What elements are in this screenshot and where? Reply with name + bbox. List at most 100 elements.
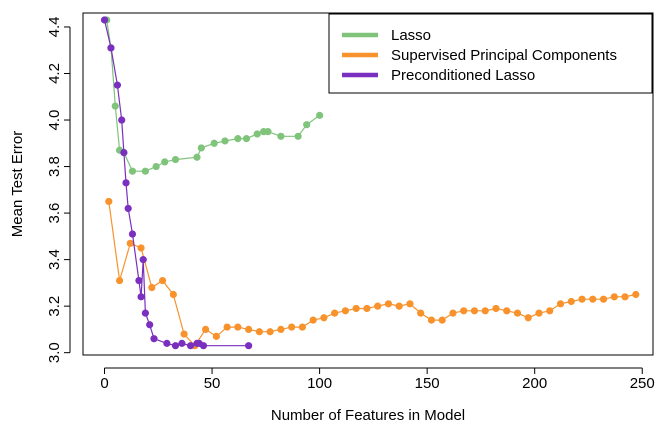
data-point bbox=[266, 328, 274, 336]
y-tick-label: 4.2 bbox=[46, 63, 63, 84]
data-point bbox=[171, 342, 180, 350]
data-point bbox=[406, 300, 414, 308]
data-point bbox=[438, 316, 446, 324]
y-axis-title: Mean Test Error bbox=[9, 131, 26, 237]
data-point bbox=[632, 290, 640, 299]
data-point bbox=[535, 309, 543, 317]
data-point bbox=[202, 325, 210, 334]
data-point bbox=[221, 137, 229, 145]
data-point bbox=[567, 297, 575, 306]
data-point bbox=[223, 323, 231, 331]
legend-label: Lasso bbox=[391, 27, 431, 44]
data-point bbox=[417, 309, 425, 317]
data-point bbox=[395, 302, 403, 310]
data-point bbox=[141, 309, 149, 317]
data-point bbox=[309, 316, 317, 324]
data-point bbox=[288, 323, 296, 331]
data-point bbox=[331, 309, 339, 317]
data-point bbox=[277, 132, 285, 140]
data-point bbox=[100, 16, 109, 24]
data-point bbox=[111, 102, 119, 110]
data-point bbox=[374, 302, 382, 310]
data-point bbox=[199, 342, 208, 350]
data-point bbox=[146, 321, 154, 329]
data-point bbox=[137, 293, 145, 301]
legend-label: Supervised Principal Components bbox=[391, 47, 617, 64]
data-point bbox=[621, 293, 629, 301]
legend-box bbox=[328, 13, 653, 94]
data-point bbox=[141, 167, 149, 175]
data-point bbox=[556, 300, 565, 308]
series-1 bbox=[105, 197, 640, 350]
x-axis: 0 50 100 150 200 250 bbox=[100, 367, 655, 392]
data-point bbox=[513, 309, 522, 317]
data-point bbox=[169, 290, 177, 299]
data-point bbox=[316, 111, 324, 119]
data-point bbox=[599, 295, 608, 303]
data-point bbox=[186, 342, 195, 350]
data-point bbox=[234, 323, 242, 331]
legend-label: Preconditioned Lasso bbox=[391, 67, 535, 84]
data-point bbox=[427, 316, 436, 324]
x-tick-label: 200 bbox=[522, 375, 547, 392]
series-line bbox=[108, 201, 636, 347]
data-point bbox=[193, 153, 201, 161]
x-tick-label: 250 bbox=[630, 375, 655, 392]
y-tick-label: 4.4 bbox=[46, 17, 63, 38]
data-point bbox=[115, 276, 124, 285]
data-point bbox=[234, 135, 242, 143]
data-point bbox=[546, 307, 554, 315]
data-point bbox=[277, 325, 285, 334]
data-point bbox=[253, 130, 261, 138]
data-point bbox=[481, 307, 489, 315]
y-tick-label: 3.0 bbox=[46, 342, 63, 363]
data-point bbox=[150, 335, 158, 343]
series-line bbox=[106, 19, 320, 172]
data-point bbox=[128, 167, 137, 175]
data-point bbox=[524, 314, 532, 322]
data-point bbox=[320, 314, 328, 322]
data-point bbox=[255, 328, 263, 336]
x-tick-label: 100 bbox=[307, 375, 332, 392]
data-point bbox=[341, 307, 350, 315]
data-point bbox=[122, 179, 130, 187]
data-point bbox=[210, 139, 218, 147]
data-point bbox=[158, 276, 167, 285]
data-point bbox=[503, 307, 511, 315]
data-point bbox=[460, 307, 468, 315]
plot-frame bbox=[82, 12, 654, 356]
plot-border bbox=[82, 12, 654, 356]
data-point bbox=[139, 256, 147, 264]
data-point bbox=[363, 304, 371, 313]
data-point bbox=[470, 307, 479, 315]
data-point bbox=[298, 323, 306, 331]
x-tick-label: 50 bbox=[204, 375, 221, 392]
data-point bbox=[135, 276, 143, 285]
data-point bbox=[212, 332, 220, 340]
data-point bbox=[449, 309, 457, 317]
legend: Lasso Supervised Principal Components Prec… bbox=[328, 13, 653, 94]
data-point bbox=[197, 144, 205, 152]
data-point bbox=[245, 342, 253, 350]
data-point bbox=[303, 121, 311, 129]
data-point bbox=[242, 135, 251, 143]
y-tick-label: 3.2 bbox=[46, 296, 63, 317]
data-point bbox=[126, 239, 134, 247]
series-0 bbox=[103, 16, 324, 175]
data-point bbox=[171, 155, 180, 164]
data-point bbox=[113, 81, 122, 89]
data-point bbox=[492, 304, 500, 313]
y-axis: 3.0 3.2 3.4 3.6 3.8 4.0 4.2 4.4 bbox=[46, 17, 71, 363]
y-tick-label: 4.0 bbox=[46, 110, 63, 131]
data-point bbox=[578, 295, 586, 303]
data-point bbox=[352, 304, 360, 313]
data-point bbox=[294, 132, 302, 140]
series-2 bbox=[100, 16, 253, 350]
x-tick-label: 0 bbox=[100, 375, 108, 392]
y-tick-label: 3.4 bbox=[46, 249, 63, 270]
y-tick-label: 3.6 bbox=[46, 203, 63, 224]
data-point bbox=[137, 244, 145, 252]
data-point bbox=[120, 148, 128, 157]
data-point bbox=[118, 116, 126, 124]
